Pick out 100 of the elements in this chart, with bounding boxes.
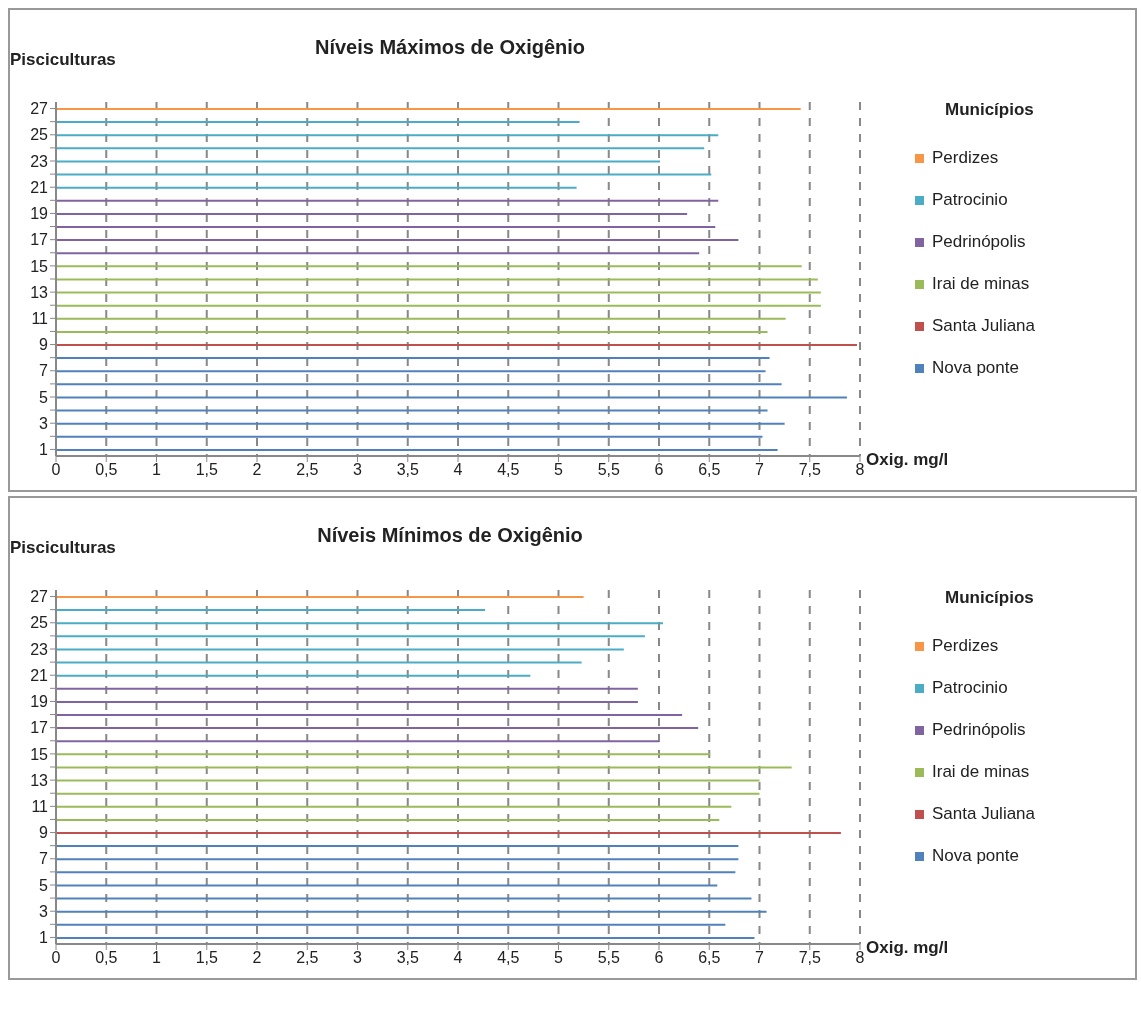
bar <box>56 858 739 861</box>
y-axis-title: Pisciculturas <box>10 538 116 558</box>
legend-label: Santa Juliana <box>932 804 1036 824</box>
x-tick-label: 6,5 <box>698 949 721 967</box>
x-tick-label: 5,5 <box>597 949 620 967</box>
y-tick-label: 9 <box>39 336 49 354</box>
chart-title: Níveis Mínimos de Oxigênio <box>317 524 583 546</box>
y-tick-label: 15 <box>30 745 49 763</box>
y-tick-label: 25 <box>30 614 49 632</box>
legend-label: Perdizes <box>932 148 999 168</box>
y-tick-label: 19 <box>30 693 49 711</box>
x-tick-label: 6 <box>654 949 664 967</box>
legend-label: Pedrinópolis <box>932 720 1026 740</box>
x-tick-label: 6 <box>654 461 664 479</box>
bar <box>56 422 785 425</box>
bar <box>56 871 736 874</box>
bar <box>56 409 768 412</box>
bar <box>56 661 582 664</box>
y-tick-label: 23 <box>30 152 49 170</box>
bar <box>56 304 821 307</box>
bar <box>56 330 768 333</box>
bar <box>56 134 719 137</box>
x-axis-title: Oxig. mg/l <box>866 938 949 958</box>
bar <box>56 609 486 612</box>
bar <box>56 147 705 150</box>
bar <box>56 226 716 228</box>
bar <box>56 239 739 242</box>
chart-title: Níveis Máximos de Oxigênio <box>314 36 586 58</box>
legend-label: Pedrinópolis <box>932 232 1026 252</box>
y-tick-label: 1 <box>39 441 49 459</box>
y-tick-label: 21 <box>30 666 49 684</box>
bar <box>56 317 786 320</box>
bar <box>56 766 792 769</box>
bar <box>56 832 841 834</box>
x-tick-label: 0 <box>51 461 61 479</box>
y-tick-label: 23 <box>30 640 49 658</box>
bar <box>56 108 801 110</box>
bar <box>56 370 766 373</box>
bar <box>56 740 659 743</box>
legend-label: Santa Juliana <box>932 316 1036 336</box>
y-tick-label: 5 <box>39 388 49 406</box>
legend-title: Municípios <box>945 588 1035 608</box>
x-tick-label: 4,5 <box>497 461 520 479</box>
x-tick-label: 4 <box>453 461 463 479</box>
bar <box>56 252 700 255</box>
bar <box>56 884 718 887</box>
legend-label: Patrocinio <box>932 190 1008 210</box>
x-tick-label: 7 <box>755 949 765 967</box>
y-tick-label: 17 <box>30 719 49 737</box>
bar <box>56 805 732 808</box>
bar <box>56 278 818 281</box>
x-axis-title: Oxig. mg/l <box>866 450 949 470</box>
bar <box>56 622 664 625</box>
legend-label: Perdizes <box>932 636 999 656</box>
x-tick-label: 0 <box>51 949 61 967</box>
bar <box>56 727 699 730</box>
y-tick-label: 1 <box>39 929 49 947</box>
x-tick-label: 1,5 <box>195 461 218 479</box>
x-tick-label: 7 <box>755 461 765 479</box>
y-tick-label: 3 <box>39 902 49 920</box>
bar <box>56 344 857 346</box>
x-tick-label: 3 <box>353 949 363 967</box>
legend-label: Nova ponte <box>932 846 1019 866</box>
y-tick-label: 11 <box>31 310 49 328</box>
bar <box>56 383 782 386</box>
y-tick-label: 3 <box>39 414 49 432</box>
x-tick-label: 2,5 <box>296 949 319 967</box>
x-tick-label: 8 <box>855 949 865 967</box>
bar <box>56 435 763 438</box>
y-tick-label: 7 <box>39 850 49 868</box>
y-tick-label: 27 <box>30 100 49 118</box>
x-tick-label: 1 <box>152 949 162 967</box>
y-tick-label: 21 <box>30 178 49 196</box>
x-tick-label: 3,5 <box>396 461 419 479</box>
y-tick-label: 17 <box>30 231 49 249</box>
bar <box>56 186 577 189</box>
x-tick-label: 1 <box>152 461 162 479</box>
bar <box>56 265 802 268</box>
x-tick-label: 7,5 <box>798 949 821 967</box>
legend-label: Patrocinio <box>932 678 1008 698</box>
bar <box>56 714 683 716</box>
x-tick-label: 0,5 <box>95 461 118 479</box>
legend-label: Irai de minas <box>932 274 1030 294</box>
x-tick-label: 4,5 <box>497 949 520 967</box>
y-tick-label: 15 <box>30 257 49 275</box>
bar <box>56 936 755 939</box>
x-tick-label: 5,5 <box>597 461 620 479</box>
legend-label: Irai de minas <box>932 762 1030 782</box>
x-tick-label: 5 <box>554 461 564 479</box>
bar <box>56 291 821 294</box>
bar <box>56 792 760 795</box>
x-tick-label: 0,5 <box>95 949 118 967</box>
y-tick-label: 11 <box>31 798 49 816</box>
y-tick-label: 19 <box>30 205 49 223</box>
x-tick-label: 7,5 <box>798 461 821 479</box>
x-tick-label: 8 <box>855 461 865 479</box>
y-tick-label: 25 <box>30 126 49 144</box>
bar <box>56 121 580 124</box>
x-tick-label: 2 <box>252 949 262 967</box>
bar <box>56 923 726 926</box>
